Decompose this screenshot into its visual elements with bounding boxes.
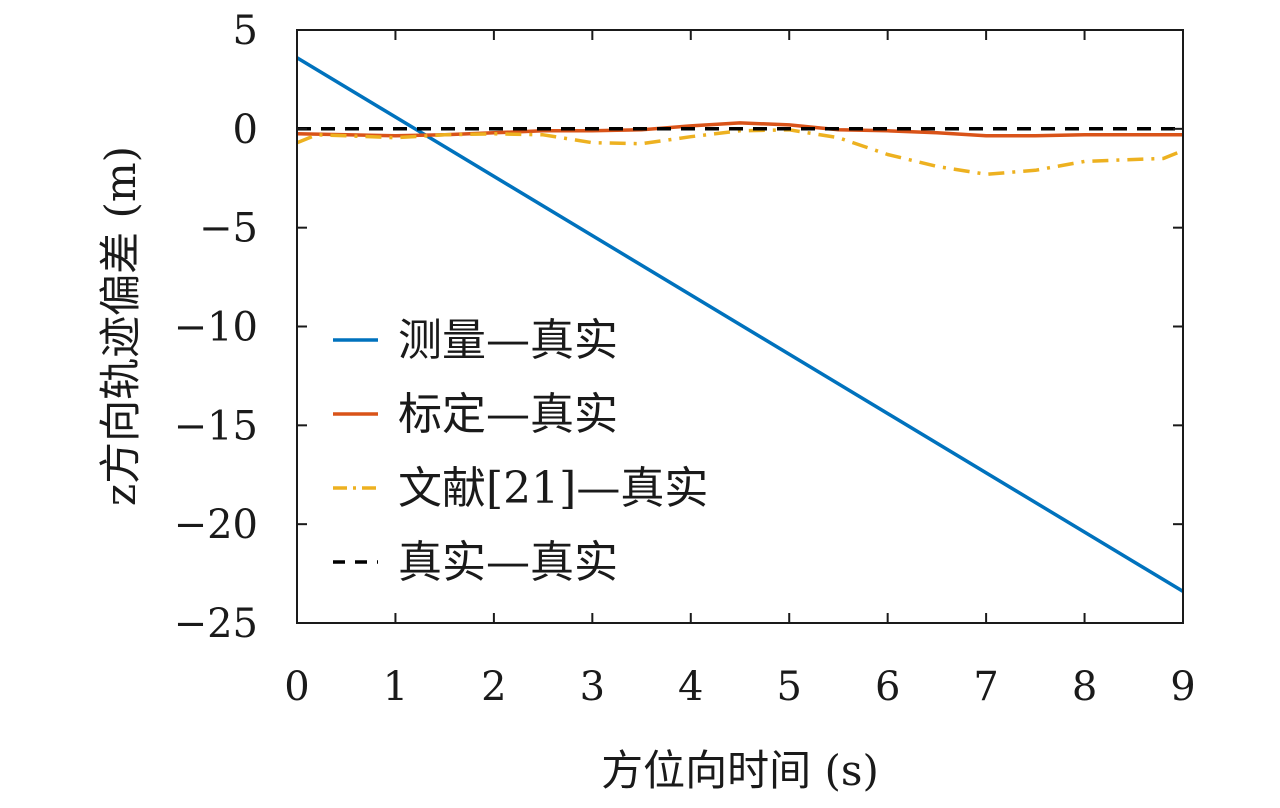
x-tick-label: 0 (284, 664, 309, 710)
x-tick-label: 5 (776, 664, 801, 710)
y-tick-label: −15 (174, 403, 258, 449)
x-tick-label: 2 (481, 664, 506, 710)
x-tick-label: 9 (1170, 664, 1195, 710)
x-tick-label: 4 (678, 664, 703, 710)
x-tick-label: 3 (580, 664, 605, 710)
x-axis-title: 方位向时间 (s) (601, 746, 879, 795)
ticks-layer (296, 29, 1184, 624)
y-tick-label: 5 (233, 8, 258, 54)
x-tick-label: 1 (383, 664, 408, 710)
legend-label-4: 真实—真实 (398, 537, 618, 588)
x-tick-label: 6 (875, 664, 900, 710)
series-line-3 (296, 128, 1184, 177)
y-tick-label: 0 (233, 107, 258, 153)
series-line-1 (296, 56, 1184, 593)
series-layer (296, 56, 1184, 593)
y-tick-label: −10 (174, 305, 258, 351)
y-tick-label: −5 (199, 206, 258, 252)
y-tick-label: −25 (174, 601, 258, 647)
tick-labels-layer: 0 1 2 3 4 5 6 7 8 9 5 0 −5 −10 −15 −20 −25 (174, 8, 1196, 710)
y-axis-title: z方向轨迹偏差 (m) (96, 146, 145, 506)
y-tick-label: −20 (174, 502, 258, 548)
x-tick-label: 7 (973, 664, 998, 710)
legend-label-1: 测量—真实 (398, 315, 618, 366)
legend-label-2: 标定—真实 (398, 389, 618, 440)
x-tick-label: 8 (1072, 664, 1097, 710)
legend-label-3: 文献[21]—真实 (398, 463, 708, 514)
